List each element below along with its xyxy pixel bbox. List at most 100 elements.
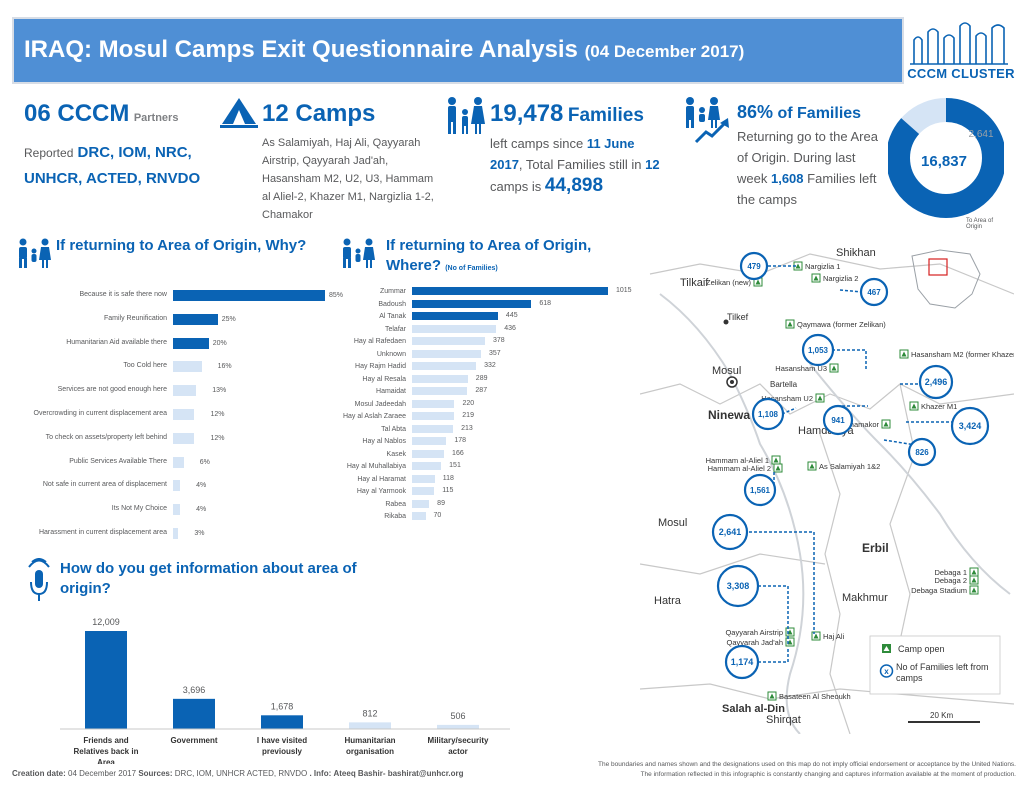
info-title: How do you get information about area of… (60, 560, 357, 597)
place-tilkaif: Tilkaif (680, 277, 709, 289)
where-row: Hay al Yarmook 115 (330, 487, 640, 501)
place-mosul-city: Mosul (712, 365, 741, 377)
camp-marker: Khazer M1 (909, 401, 957, 411)
where-bar-value: 89 (437, 499, 445, 507)
why-bar-label: Family Reunification (103, 314, 167, 322)
families-bubble (801, 333, 835, 367)
where-bar-label: Al Tanak (379, 313, 406, 320)
info-bar-label: Friends and (83, 736, 128, 745)
info-bar (173, 698, 215, 729)
families-bubble (716, 564, 760, 608)
camp-label: Debaga 2 (934, 576, 967, 585)
where-bar-label: Kasek (386, 450, 406, 458)
where-row: Kasek 166 (330, 449, 640, 464)
connector-1108 (781, 407, 797, 415)
connector-3308 (758, 585, 789, 646)
iraq-inset-map (911, 249, 981, 309)
why-bar (173, 337, 209, 349)
where-bar (412, 499, 430, 508)
camp-marker: Chamakor (844, 419, 891, 429)
info-bar-value: 12,009 (92, 617, 120, 627)
families-bubble (739, 251, 769, 281)
why-bar-value: 4% (196, 482, 207, 490)
where-row: Hamaidat 287 (330, 387, 640, 401)
where-row: Badoush 618 (330, 299, 640, 314)
returning-kpi: 86% of Families (737, 102, 862, 122)
where-bar-value: 219 (462, 412, 474, 419)
boundary-river-west (819, 433, 851, 734)
connector-467 (839, 289, 863, 293)
info-bar-label: Area (97, 758, 115, 764)
camp-label: Basateen Al Sheoukh (779, 692, 851, 701)
why-bar-value: 20% (212, 339, 227, 347)
where-bar (412, 324, 497, 333)
camp-label: Hasansham M2 (former Khazer M2) (911, 350, 1014, 359)
logo-text: CCCM CLUSTER (907, 66, 1015, 81)
place-shikhan: Shikhan (836, 247, 876, 259)
donut-legend: To Area of Origin (966, 218, 994, 230)
boundary-north (649, 253, 1014, 295)
families-bubble (918, 364, 954, 400)
why-row: Harassment in current displacement area 3… (12, 528, 342, 542)
where-bar (412, 312, 498, 320)
families-bubble-value: 1,053 (808, 346, 829, 355)
why-bar (173, 456, 184, 468)
place-hatra: Hatra (654, 595, 682, 607)
why-row: Humanitarian Aid available there 20% (12, 337, 342, 352)
where-bar-value: 220 (462, 399, 475, 407)
footer-credits: Creation date: 04 December 2017 Sources:… (12, 769, 464, 778)
info-bar-value: 1,678 (271, 701, 294, 711)
camp-marker: Hasansham M2 (former Khazer M2) (899, 349, 1014, 359)
families-bubble-value: 941 (831, 416, 845, 425)
tent-icon (220, 98, 258, 128)
why-bar (173, 290, 325, 301)
where-row: Zummar 1015 (330, 287, 640, 301)
why-bar-value: 25% (221, 315, 236, 323)
why-bar-label: Because it is safe there now (79, 291, 167, 298)
microphone-icon (28, 558, 50, 601)
why-bar (173, 504, 181, 516)
where-bar-label: Hay al Nablos (362, 438, 406, 445)
where-row: Tal Abta 213 (330, 424, 640, 439)
camp-label: Hasansham U3 (775, 364, 827, 373)
map-legend: Camp open x No of Families left from cam… (869, 635, 1001, 695)
where-bar-label: Hay al Resala (362, 375, 406, 383)
camp-marker: Debaga 2 (934, 575, 979, 585)
partners-value: 06 CCCM (24, 100, 130, 127)
why-bar-value: 12% (210, 411, 225, 418)
place-shirqat: Shirqat (766, 714, 801, 726)
where-row: Unknown 357 (330, 349, 640, 364)
where-chart: Zummar 1015 Badoush 618 Al Tanak 445 Telafar 43… (330, 287, 640, 547)
camp-label: Chamakor (844, 420, 879, 429)
page-title: IRAQ: Mosul Camps Exit Questionnaire Ana… (24, 36, 745, 63)
info-bar-label: Humanitarian (344, 736, 395, 745)
camp-label: Qaymawa (former Zelikan) (797, 320, 886, 329)
where-bar (412, 462, 442, 470)
why-bar (173, 480, 181, 492)
returning-family-icon (686, 97, 729, 144)
where-bar-label: Hamaidat (376, 388, 406, 395)
where-bar-label: Zummar (379, 288, 406, 295)
info-bar-value: 812 (362, 708, 377, 718)
where-bar (412, 399, 455, 408)
why-bar (173, 385, 197, 397)
connector-1174 (758, 648, 789, 663)
scale-label: 20 Km (930, 711, 953, 720)
place-tilkef: Tilkef (727, 312, 749, 322)
why-bar (173, 528, 179, 539)
returning-donut: 16,837 2,641 (888, 98, 1004, 218)
why-row: Its Not My Choice 4% (12, 504, 342, 518)
info-bar-value: 3,696 (183, 685, 206, 695)
camp-label: Hammam al-Aliel 2 (708, 464, 771, 473)
camp-marker: Hammam al-Aliel 2 (708, 463, 783, 473)
where-bar-value: 178 (454, 437, 467, 444)
tilkef-marker (723, 319, 729, 325)
camp-label: As Salamiyah 1&2 (819, 462, 880, 471)
why-bar-label: Overcrowding in current displacement are… (33, 410, 167, 417)
why-bar (173, 313, 218, 325)
families-bubble (822, 404, 854, 436)
families-bubble (743, 473, 777, 507)
where-bar (412, 512, 426, 520)
donut-other-value: 2,641 (968, 129, 993, 140)
families-bubble (950, 406, 990, 446)
